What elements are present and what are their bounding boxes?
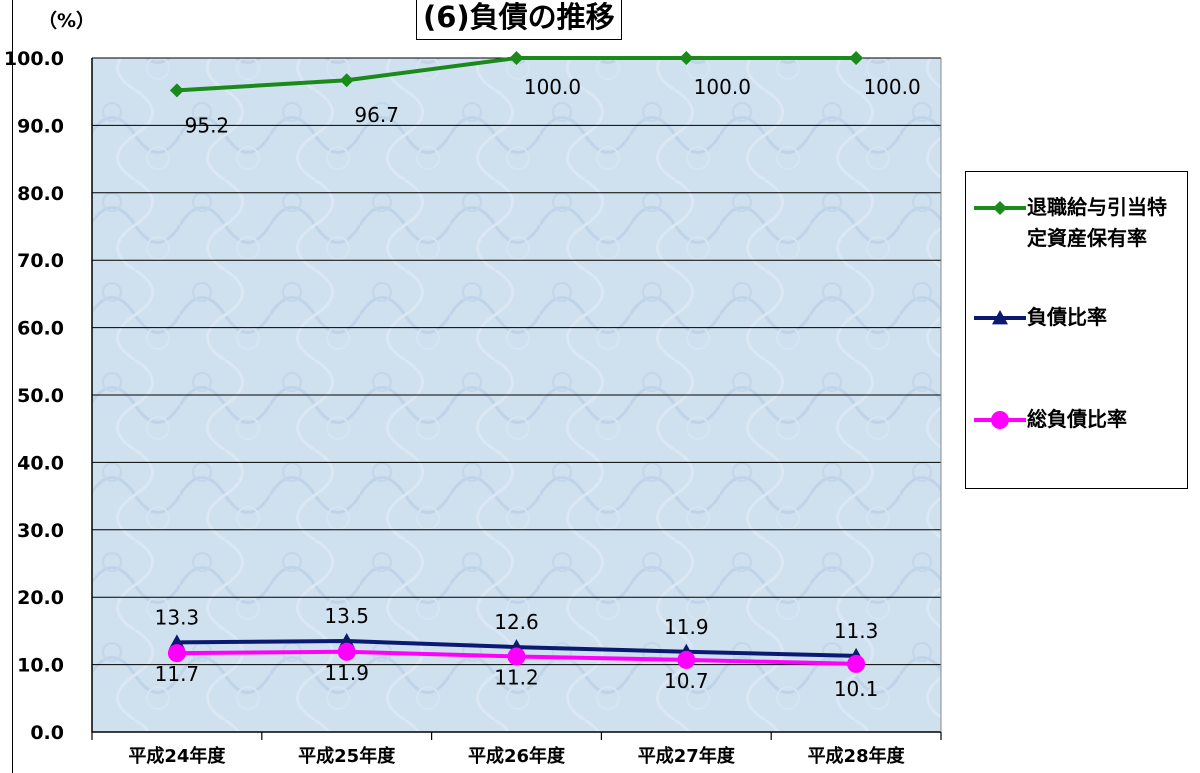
y-tick-label: 20.0 — [17, 587, 64, 609]
legend: 退職給与引当特定資産保有率負債比率総負債比率 — [965, 171, 1188, 489]
data-label: 96.7 — [354, 103, 399, 127]
data-label: 100.0 — [694, 75, 751, 99]
data-point — [507, 647, 526, 666]
y-tick-label: 70.0 — [17, 250, 64, 272]
data-point — [167, 644, 186, 663]
y-tick-label: 0.0 — [30, 722, 64, 744]
y-tick-label: 80.0 — [17, 183, 64, 205]
y-tick-label: 40.0 — [17, 452, 64, 474]
x-tick-label: 平成25年度 — [298, 745, 396, 767]
data-point — [993, 201, 1007, 215]
data-point — [992, 310, 1008, 325]
data-label: 11.9 — [664, 615, 709, 639]
data-point — [509, 51, 524, 65]
data-label: 95.2 — [185, 113, 230, 137]
data-label: 11.9 — [324, 661, 369, 685]
y-tick-label: 10.0 — [17, 655, 64, 677]
legend-swatch — [974, 201, 1026, 215]
data-label: 10.7 — [664, 669, 709, 693]
y-tick-label: 60.0 — [17, 318, 64, 340]
legend-swatch — [974, 310, 1026, 325]
data-point — [679, 51, 694, 65]
data-label: 10.1 — [834, 677, 879, 701]
x-tick-label: 平成26年度 — [468, 745, 566, 767]
legend-label: 退職給与引当特定資産保有率 — [1027, 195, 1167, 250]
series-lines — [167, 51, 866, 673]
data-point — [169, 83, 184, 98]
data-label: 11.7 — [155, 662, 200, 686]
data-labels: 95.2 96.7 100.0 100.0 100.0 13.3 13.5 12.6 11.9 1… — [155, 75, 921, 701]
axes: 0.0 10.0 20.0 30.0 40.0 50.0 60.0 70.0 80.0 90.0 1… — [4, 48, 942, 767]
data-point — [337, 642, 356, 661]
data-point — [847, 654, 866, 673]
data-label: 11.2 — [494, 666, 539, 690]
data-point — [339, 73, 354, 88]
x-tick-label: 平成27年度 — [638, 745, 736, 767]
chart-title: (6)負債の推移 — [416, 0, 622, 40]
y-tick-label: 100.0 — [4, 48, 64, 70]
data-label: 13.5 — [324, 604, 369, 628]
x-tick-label: 平成24年度 — [128, 745, 226, 767]
data-label: 13.3 — [155, 605, 200, 629]
legend-label: 総負債比率 — [1027, 407, 1127, 431]
y-tick-label: 90.0 — [17, 115, 64, 137]
x-tick-label: 平成28年度 — [808, 745, 906, 767]
data-label: 12.6 — [494, 610, 539, 634]
data-point — [991, 411, 1009, 429]
y-axis-unit: （%） — [38, 10, 96, 32]
data-point — [677, 650, 696, 669]
legend-label: 負債比率 — [1027, 305, 1107, 329]
data-label: 100.0 — [524, 75, 581, 99]
frame-border — [12, 0, 13, 773]
y-tick-label: 50.0 — [17, 385, 64, 407]
y-tick-label: 30.0 — [17, 520, 64, 542]
data-label: 100.0 — [863, 75, 920, 99]
legend-swatch — [974, 411, 1026, 429]
data-label: 11.3 — [834, 619, 879, 643]
data-point — [849, 51, 864, 65]
